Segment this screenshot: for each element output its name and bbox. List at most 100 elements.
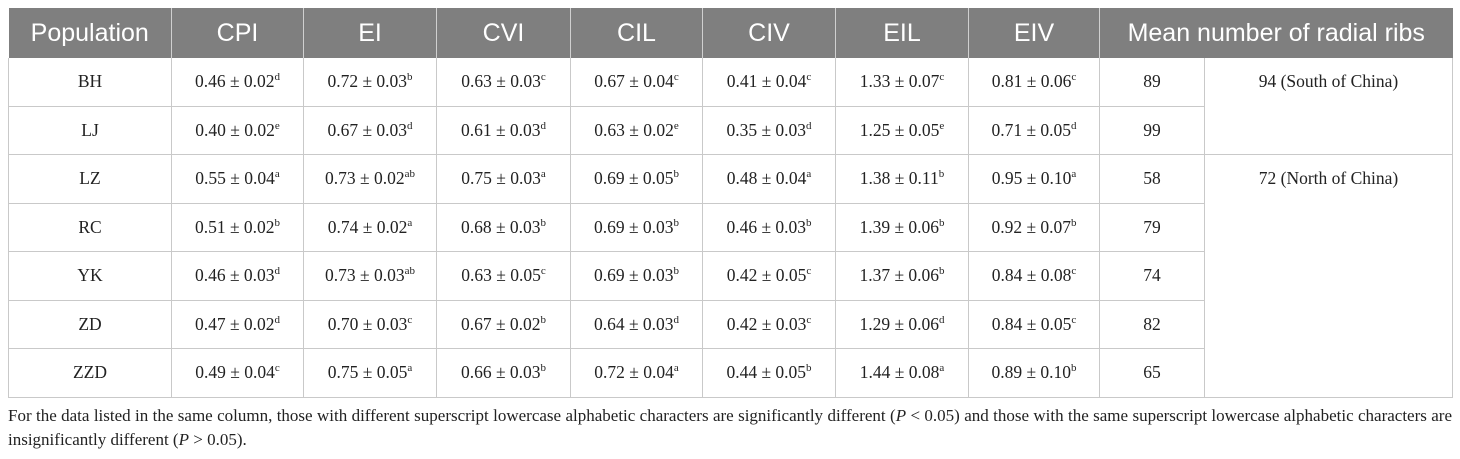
value-cell: 0.95 ± 0.10a [968,154,1100,204]
cell-value: 0.73 ± 0.02 [325,168,405,189]
cell-value: 0.44 ± 0.05 [726,362,807,383]
value-cell: 1.39 ± 0.06b [835,202,969,252]
footnote-text-2: < 0.05) and those with the same superscr… [8,405,1453,449]
significance-letter: e [673,119,679,132]
significance-letter: a [939,362,945,375]
value-cell: 0.42 ± 0.05c [702,251,836,301]
footnote: For the data listed in the same column, … [8,404,1452,452]
cell-value: 0.51 ± 0.02 [194,216,275,237]
significance-letter: d [540,119,547,132]
value-cell: 0.40 ± 0.02e [171,105,304,155]
header-ei: EI [303,8,437,58]
cell-value: 0.61 ± 0.03 [460,119,541,140]
population-cell: ZD [8,299,172,349]
header-eil: EIL [835,8,969,58]
significance-letter: a [274,168,280,181]
cell-value: 0.70 ± 0.03 [327,313,408,334]
value-cell: 0.70 ± 0.03c [303,299,437,349]
value-cell: 1.44 ± 0.08a [835,348,969,398]
value-cell: 0.55 ± 0.04a [171,154,304,204]
cell-value: 0.84 ± 0.05 [991,313,1072,334]
value-cell: 1.37 ± 0.06b [835,251,969,301]
value-cell: 0.67 ± 0.04c [570,58,703,107]
cell-value: 0.40 ± 0.02 [195,119,275,140]
cell-value: 0.46 ± 0.03 [194,265,275,286]
value-cell: 0.67 ± 0.03d [303,105,437,155]
value-cell: 0.63 ± 0.05c [436,251,571,301]
significance-letter: d [274,265,281,278]
header-cil: CIL [570,8,703,58]
footnote-text-3: > 0.05). [188,429,247,449]
footnote-text-1: For the data listed in the same column, … [8,405,896,425]
value-cell: 0.72 ± 0.04a [570,348,703,398]
cell-value: 1.44 ± 0.08 [859,362,940,383]
ribs-cell: 58 [1099,154,1205,204]
cell-value: 0.63 ± 0.03 [461,71,541,92]
value-cell: 0.75 ± 0.05a [303,348,437,398]
cell-value: 0.89 ± 0.10 [991,362,1072,383]
cell-value: 0.46 ± 0.02 [194,71,275,92]
significance-letter: b [673,168,680,181]
value-cell: 0.46 ± 0.02d [171,58,304,107]
cell-value: 1.29 ± 0.06 [859,313,940,334]
value-cell: 1.38 ± 0.11b [835,154,969,204]
region-group-cell: 94 (South of China) [1204,58,1453,155]
value-cell: 0.73 ± 0.03ab [303,251,437,301]
value-cell: 0.68 ± 0.03b [436,202,571,252]
significance-letter: d [673,313,680,326]
significance-letter: b [407,71,413,84]
cell-value: 0.73 ± 0.03 [325,265,405,286]
header-row: Population CPI EI CVI CIL CIV EIL EIV Me… [8,8,1453,58]
significance-letter: e [939,119,945,132]
cell-value: 0.67 ± 0.02 [460,313,541,334]
significance-letter: d [806,119,812,132]
value-cell: 0.73 ± 0.02ab [303,154,437,204]
population-cell: ZZD [8,348,172,398]
cell-value: 0.71 ± 0.05 [991,119,1072,140]
significance-letter: ab [404,265,415,278]
significance-letter: c [274,362,280,375]
footnote-p-2: P [178,429,189,449]
value-cell: 0.92 ± 0.07b [968,202,1100,252]
significance-letter: d [1071,119,1077,132]
significance-letter: c [1071,265,1077,278]
ribs-cell: 99 [1099,105,1205,155]
significance-letter: c [806,265,812,278]
header-eiv: EIV [968,8,1100,58]
significance-letter: a [407,362,413,375]
region-group-cell: 72 (North of China) [1204,154,1453,398]
value-cell: 0.66 ± 0.03b [436,348,571,398]
value-cell: 0.42 ± 0.03c [702,299,836,349]
data-table: Population CPI EI CVI CIL CIV EIL EIV Me… [8,8,1453,398]
cell-value: 0.92 ± 0.07 [991,216,1072,237]
value-cell: 0.51 ± 0.02b [171,202,304,252]
cell-value: 0.84 ± 0.08 [991,265,1072,286]
ribs-cell: 89 [1099,58,1205,107]
value-cell: 0.63 ± 0.03c [436,58,571,107]
significance-letter: d [274,71,281,84]
cell-value: 0.95 ± 0.10 [991,168,1072,189]
significance-letter: b [1071,362,1077,375]
value-cell: 0.84 ± 0.05c [968,299,1100,349]
cell-value: 0.69 ± 0.05 [593,168,674,189]
value-cell: 0.69 ± 0.03b [570,251,703,301]
cell-value: 0.68 ± 0.03 [460,216,541,237]
value-cell: 0.84 ± 0.08c [968,251,1100,301]
significance-letter: b [540,313,547,326]
significance-letter: b [540,362,547,375]
significance-letter: b [938,168,945,181]
cell-value: 0.69 ± 0.03 [593,216,674,237]
significance-letter: a [806,168,812,181]
population-cell: LJ [8,105,172,155]
header-cvi: CVI [436,8,571,58]
significance-letter: b [806,362,812,375]
cell-value: 1.38 ± 0.11 [859,168,939,189]
cell-value: 0.63 ± 0.05 [461,265,541,286]
significance-letter: a [540,168,546,181]
significance-letter: b [673,216,680,229]
ribs-cell: 82 [1099,299,1205,349]
footnote-p-1: P [895,405,907,425]
ribs-cell: 79 [1099,202,1205,252]
cell-value: 0.64 ± 0.03 [593,313,674,334]
value-cell: 1.29 ± 0.06d [835,299,969,349]
